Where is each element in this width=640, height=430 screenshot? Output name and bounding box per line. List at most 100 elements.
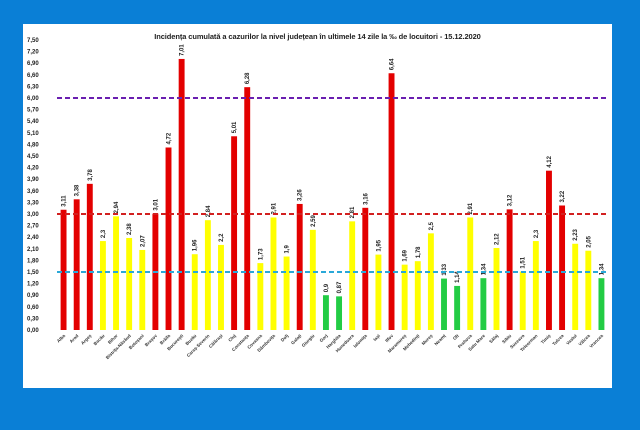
- bar: [375, 254, 382, 330]
- bar: [86, 183, 93, 330]
- x-tick-label: Giurgiu: [301, 333, 316, 348]
- bar: [178, 58, 185, 331]
- value-label: 7,01: [180, 44, 186, 56]
- bar: [231, 136, 238, 330]
- x-tick-label: Iași: [372, 333, 382, 343]
- x-tick-label: Argeș: [80, 333, 94, 347]
- value-label: 1,69: [403, 249, 409, 261]
- bar: [244, 87, 251, 330]
- bar: [139, 249, 146, 330]
- value-label: 2,91: [468, 202, 474, 214]
- bar: [441, 278, 447, 330]
- x-tick-label: Vaslui: [565, 333, 578, 346]
- bar: [204, 220, 211, 330]
- x-tick-label: Neamț: [433, 333, 447, 347]
- value-label: 2,12: [494, 233, 500, 245]
- value-label: 2,3: [534, 229, 540, 238]
- x-tick-label: Alba: [56, 333, 67, 344]
- x-tick-label: Mureș: [421, 333, 435, 347]
- y-tick-label: 2,70: [27, 224, 39, 230]
- value-label: 3,78: [88, 168, 94, 180]
- x-tick-label: Ialomița: [352, 333, 369, 350]
- bar: [283, 256, 290, 330]
- bar: [309, 229, 316, 330]
- bar: [454, 285, 461, 330]
- value-label: 3,26: [298, 189, 304, 201]
- y-tick-label: 4,20: [27, 166, 39, 172]
- value-label: 1,95: [376, 239, 382, 251]
- bar: [493, 248, 500, 330]
- bar: [218, 244, 224, 330]
- y-tick-label: 3,60: [27, 189, 39, 195]
- value-label: 3,12: [508, 194, 514, 206]
- value-label: 2,91: [271, 202, 277, 214]
- chart-panel: Incidența cumulată a cazurilor la nivel …: [23, 24, 612, 388]
- value-label: 3,38: [75, 184, 81, 196]
- y-tick-label: 6,00: [27, 96, 39, 102]
- value-label: 4,72: [167, 132, 173, 144]
- value-label: 0,87: [337, 281, 343, 293]
- value-label: 1,9: [285, 245, 291, 254]
- value-label: 1,33: [442, 263, 448, 275]
- x-tick-label: Sibiu: [501, 333, 512, 344]
- value-label: 2,81: [350, 206, 356, 218]
- bar: [362, 207, 369, 330]
- value-label: 2,07: [140, 235, 146, 247]
- y-tick-label: 5,40: [27, 119, 39, 125]
- y-tick-label: 3,90: [27, 177, 39, 183]
- bar: [73, 199, 80, 330]
- bar: [270, 217, 277, 330]
- y-tick-label: 4,50: [27, 154, 39, 160]
- bar: [519, 271, 526, 330]
- y-tick-label: 5,70: [27, 108, 39, 114]
- y-tick-label: 5,10: [27, 131, 39, 137]
- y-tick-label: 1,50: [27, 270, 39, 276]
- value-label: 4,12: [547, 155, 553, 167]
- value-label: 1,73: [258, 248, 264, 260]
- bar: [99, 241, 106, 330]
- bar: [572, 243, 579, 330]
- value-label: 3,16: [363, 192, 369, 204]
- y-tick-label: 1,80: [27, 258, 39, 264]
- y-tick-label: 0,00: [27, 328, 39, 334]
- bar: [414, 261, 421, 330]
- y-tick-label: 4,80: [27, 142, 39, 148]
- bar: [126, 237, 133, 330]
- value-label: 2,38: [127, 223, 133, 235]
- chart-title: Incidența cumulată a cazurilor la nivel …: [154, 32, 481, 41]
- value-label: 1,14: [455, 271, 461, 283]
- y-tick-label: 3,30: [27, 200, 39, 206]
- x-tick-label: Sălaj: [488, 333, 499, 344]
- y-tick-label: 3,00: [27, 212, 39, 218]
- y-tick-label: 7,50: [27, 38, 39, 44]
- value-label: 6,64: [390, 58, 396, 70]
- x-tick-label: Cluj: [227, 333, 237, 343]
- value-label: 2,05: [586, 235, 592, 247]
- y-tick-label: 7,20: [27, 50, 39, 56]
- value-label: 2,5: [429, 221, 435, 230]
- y-tick-label: 0,90: [27, 293, 39, 299]
- value-label: 2,23: [573, 228, 579, 240]
- value-label: 1,34: [481, 263, 487, 275]
- value-label: 1,78: [416, 246, 422, 258]
- y-tick-label: 0,30: [27, 316, 39, 322]
- y-tick-label: 2,10: [27, 247, 39, 253]
- x-tick-label: Bacău: [93, 333, 106, 346]
- bar: [467, 217, 474, 330]
- value-label: 2,59: [311, 215, 317, 227]
- value-label: 1,96: [193, 239, 199, 251]
- y-tick-label: 6,60: [27, 73, 39, 79]
- bar: [401, 264, 408, 330]
- value-label: 5,01: [232, 121, 238, 133]
- x-tick-label: Tulcea: [551, 333, 565, 347]
- bar: [585, 250, 592, 330]
- bar: [60, 209, 67, 330]
- value-label: 1,34: [599, 263, 605, 275]
- x-tick-label: Brașov: [144, 333, 159, 348]
- bar: [427, 233, 434, 330]
- y-tick-label: 2,40: [27, 235, 39, 241]
- value-label: 2,2: [219, 233, 225, 242]
- bar: [336, 296, 343, 330]
- bar: [257, 263, 264, 330]
- value-label: 6,28: [245, 72, 251, 84]
